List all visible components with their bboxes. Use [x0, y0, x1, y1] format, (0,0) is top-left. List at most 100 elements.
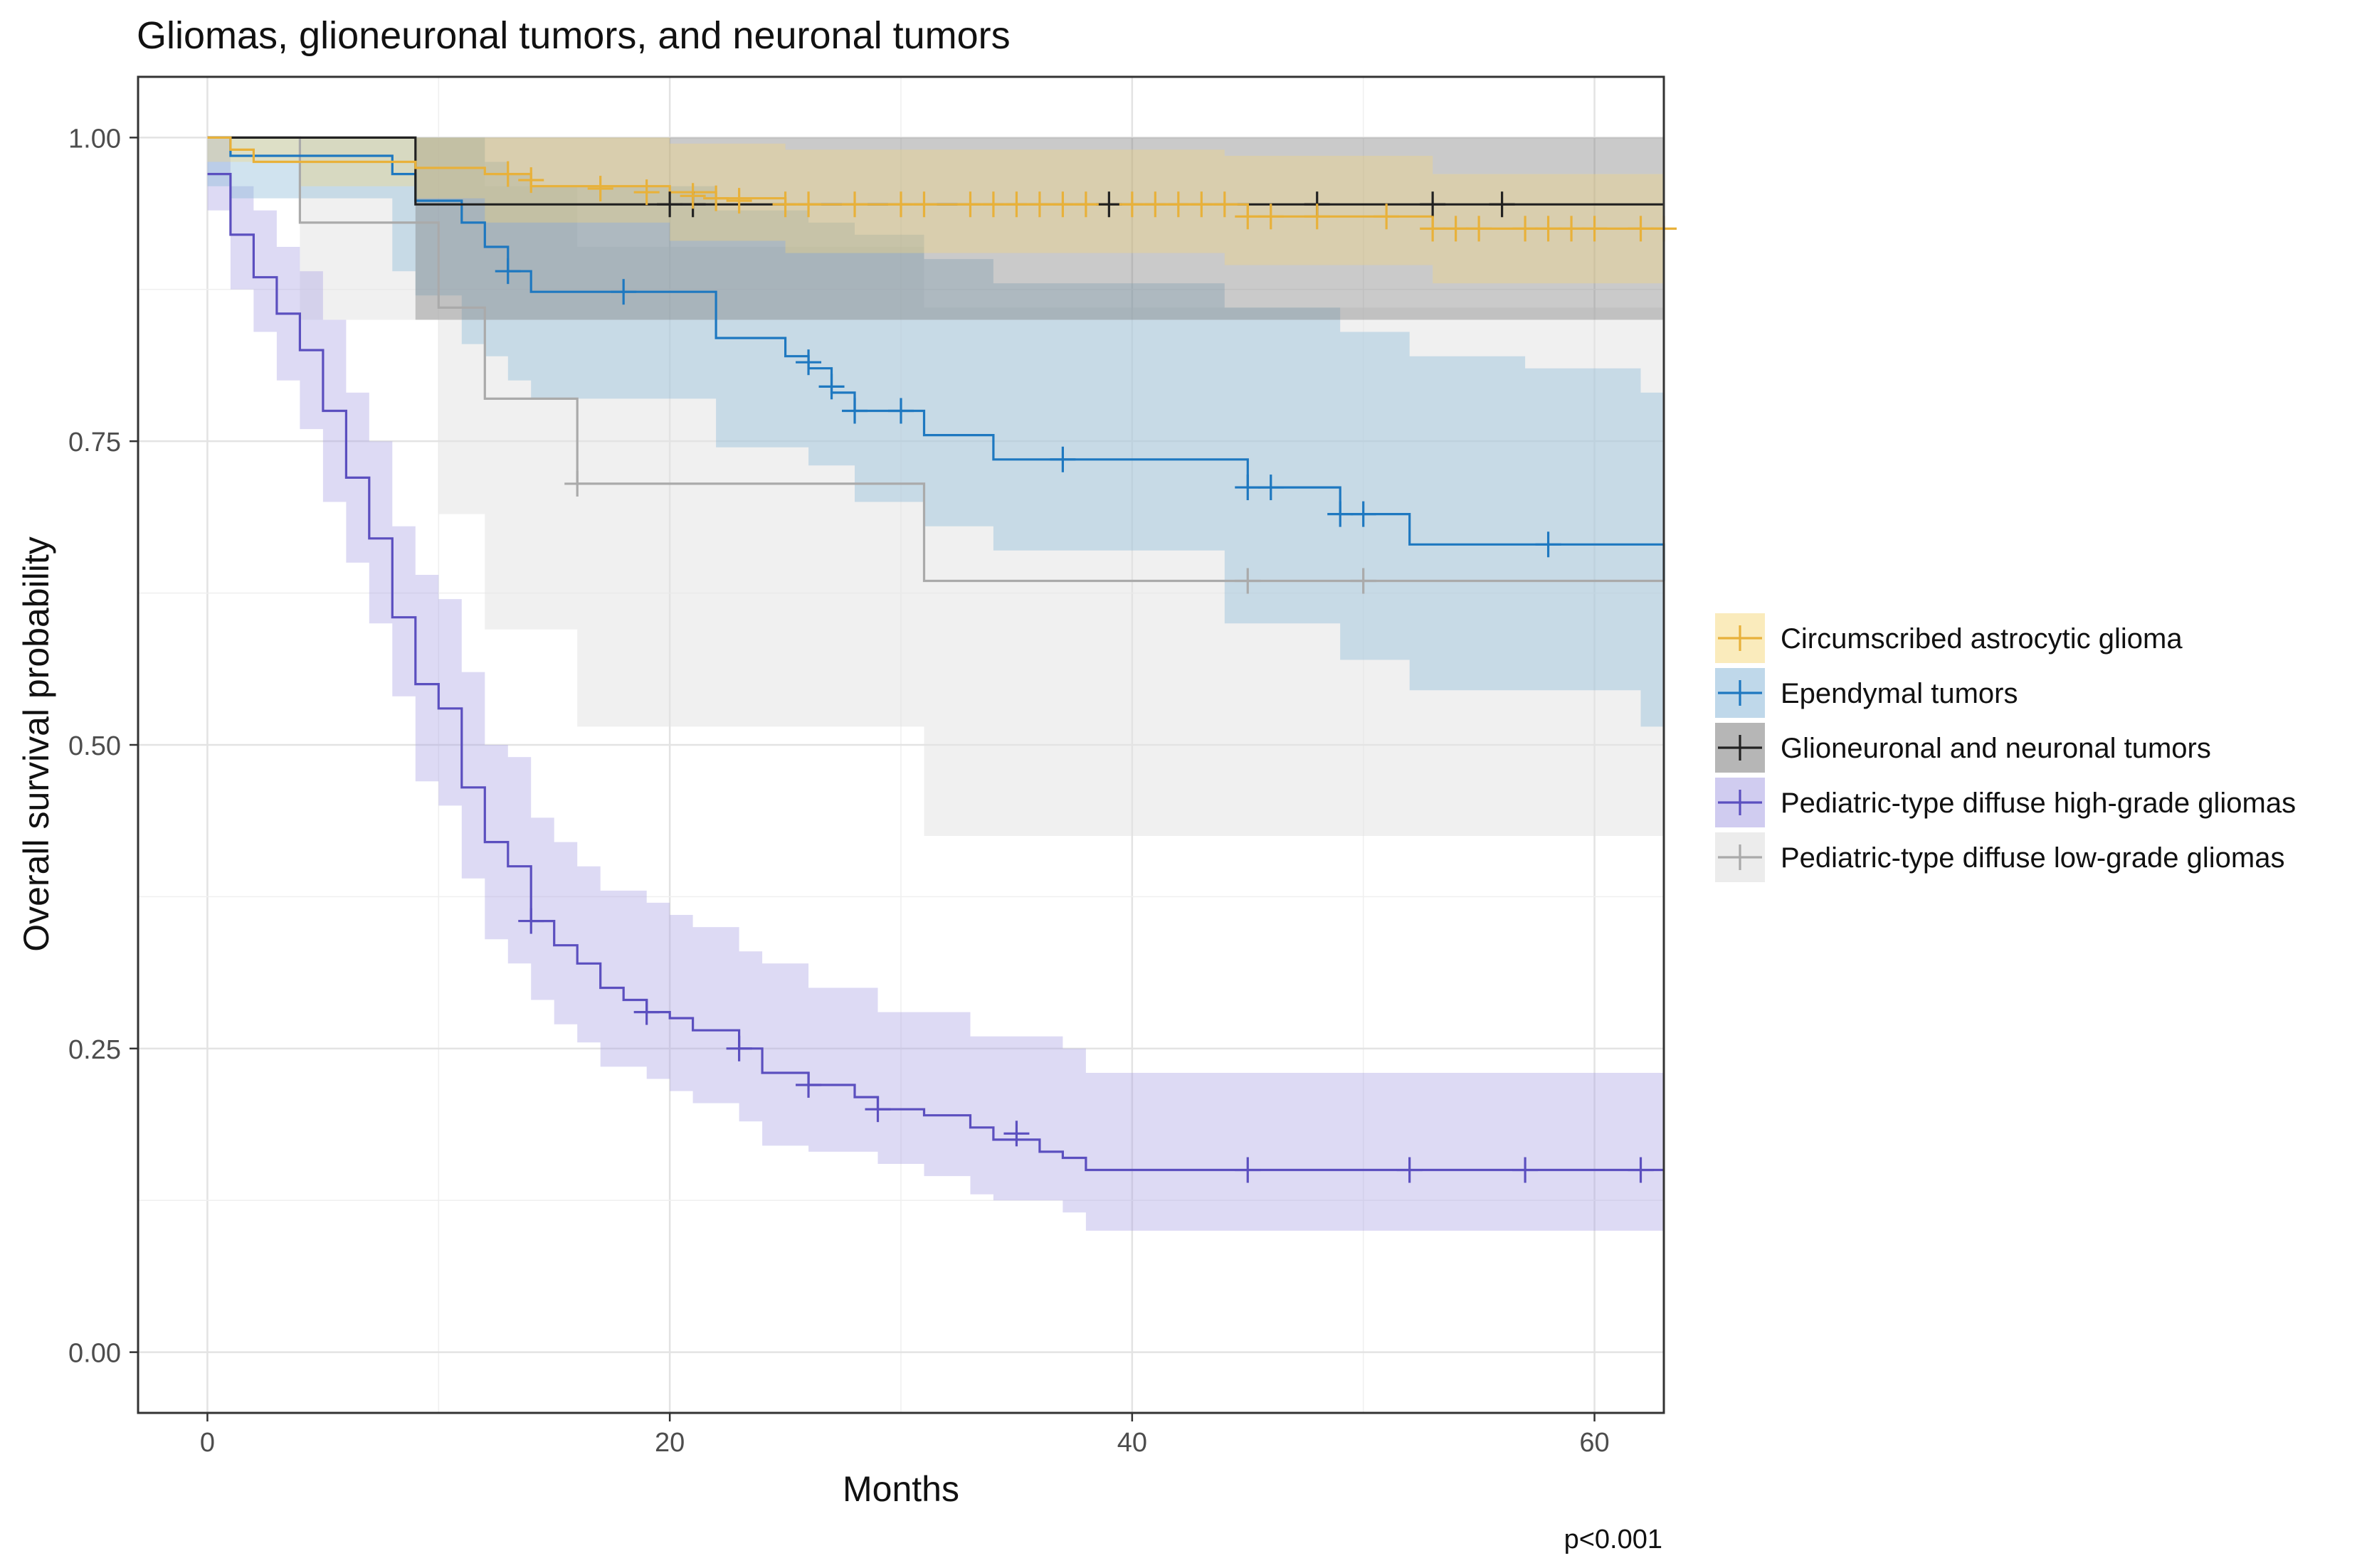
censor-mark-circumscribed-astrocytic-glioma [1373, 203, 1400, 230]
censor-mark-ependymal-tumors [1535, 531, 1561, 558]
censor-mark-circumscribed-astrocytic-glioma [796, 191, 822, 218]
censor-mark-pediatric-type-diffuse-high-grade-gliomas [1512, 1157, 1539, 1183]
censor-mark-circumscribed-astrocytic-glioma [1188, 191, 1215, 218]
censor-mark-circumscribed-astrocytic-glioma [633, 179, 660, 206]
censor-mark-glioneuronal-and-neuronal-tumors [1096, 191, 1122, 218]
censor-mark-ependymal-tumors [796, 349, 822, 376]
censor-mark-ependymal-tumors [1257, 475, 1284, 501]
censor-mark-circumscribed-astrocytic-glioma [1072, 191, 1099, 218]
band-ependymal-tumors [207, 137, 1664, 727]
x-tick-label: 0 [200, 1428, 215, 1458]
legend-label: Pediatric-type diffuse high-grade glioma… [1781, 788, 2296, 819]
censor-mark-circumscribed-astrocytic-glioma [1257, 203, 1284, 230]
legend-label: Pediatric-type diffuse low-grade gliomas [1781, 842, 2285, 874]
y-axis-label: Overall survival probability [16, 536, 56, 952]
legend-label: Circumscribed astrocytic glioma [1781, 623, 2183, 655]
censor-mark-circumscribed-astrocytic-glioma [980, 191, 1006, 218]
censor-mark-pediatric-type-diffuse-high-grade-gliomas [1628, 1157, 1654, 1183]
curve-pediatric-type-diffuse-low-grade-gliomas [207, 136, 1664, 583]
censor-mark-circumscribed-astrocytic-glioma [518, 167, 544, 194]
legend-label: Ependymal tumors [1781, 678, 2018, 709]
legend-item: Pediatric-type diffuse low-grade gliomas [1715, 832, 2285, 882]
censor-mark-circumscribed-astrocytic-glioma [1304, 203, 1330, 230]
censor-mark-circumscribed-astrocytic-glioma [726, 188, 752, 214]
censor-mark-circumscribed-astrocytic-glioma [1165, 191, 1191, 218]
chart-title: Gliomas, glioneuronal tumors, and neuron… [137, 14, 1011, 57]
legend-item: Ependymal tumors [1715, 668, 2018, 718]
band-glioneuronal-and-neuronal-tumors [207, 137, 1664, 320]
censor-mark-circumscribed-astrocytic-glioma [957, 191, 984, 218]
y-tick-label: 0.00 [68, 1339, 121, 1369]
censor-mark-ependymal-tumors [1350, 501, 1376, 527]
censor-mark-circumscribed-astrocytic-glioma [1628, 216, 1654, 242]
censor-mark-pediatric-type-diffuse-low-grade-gliomas [564, 470, 591, 497]
censor-mark-glioneuronal-and-neuronal-tumors [1489, 191, 1515, 218]
censor-mark-circumscribed-astrocytic-glioma [1003, 191, 1030, 218]
censor-mark-pediatric-type-diffuse-high-grade-gliomas [1235, 1157, 1261, 1183]
censor-mark-circumscribed-astrocytic-glioma [1512, 216, 1539, 242]
censor-mark-circumscribed-astrocytic-glioma [842, 191, 868, 218]
censor-mark-ependymal-tumors [888, 398, 914, 424]
y-tick-label: 0.50 [68, 731, 121, 761]
censor-mark-circumscribed-astrocytic-glioma [888, 191, 914, 218]
y-tick-label: 0.75 [68, 428, 121, 457]
legend-label: Glioneuronal and neuronal tumors [1781, 733, 2211, 764]
censor-mark-ependymal-tumors [842, 398, 868, 424]
censor-mark-pediatric-type-diffuse-high-grade-gliomas [726, 1035, 752, 1061]
censor-mark-ependymal-tumors [495, 258, 521, 285]
censor-mark-circumscribed-astrocytic-glioma [680, 183, 706, 209]
x-tick-label: 60 [1579, 1428, 1609, 1458]
x-tick-label: 20 [655, 1428, 685, 1458]
censor-mark-circumscribed-astrocytic-glioma [772, 191, 798, 218]
censor-mark-glioneuronal-and-neuronal-tumors [657, 191, 683, 218]
censor-mark-pediatric-type-diffuse-high-grade-gliomas [1396, 1157, 1423, 1183]
censor-mark-circumscribed-astrocytic-glioma [1581, 216, 1608, 242]
x-tick-label: 40 [1117, 1428, 1147, 1458]
censor-mark-ependymal-tumors [818, 374, 845, 400]
censor-mark-pediatric-type-diffuse-low-grade-gliomas [1235, 568, 1261, 594]
x-axis-ticks: 0 20 40 60 [200, 1413, 1610, 1458]
censor-mark-ependymal-tumors [1327, 501, 1354, 527]
censor-mark-circumscribed-astrocytic-glioma [587, 176, 613, 202]
censor-mark-circumscribed-astrocytic-glioma [1420, 216, 1446, 242]
censor-mark-pediatric-type-diffuse-high-grade-gliomas [865, 1096, 891, 1123]
censor-mark-circumscribed-astrocytic-glioma [1235, 203, 1261, 230]
censor-mark-circumscribed-astrocytic-glioma [1535, 216, 1561, 242]
censor-marks [495, 161, 1677, 1183]
y-tick-label: 1.00 [68, 124, 121, 154]
censor-mark-pediatric-type-diffuse-high-grade-gliomas [633, 999, 660, 1025]
censor-mark-ependymal-tumors [1050, 446, 1076, 472]
band-circumscribed-astrocytic-glioma [207, 137, 1664, 284]
legend-item: Glioneuronal and neuronal tumors [1715, 723, 2211, 773]
censor-mark-glioneuronal-and-neuronal-tumors [1420, 191, 1446, 218]
legend-item: Circumscribed astrocytic glioma [1715, 613, 2183, 663]
censor-mark-circumscribed-astrocytic-glioma [1466, 216, 1492, 242]
censor-mark-circumscribed-astrocytic-glioma [1559, 216, 1585, 242]
band-pediatric-type-diffuse-high-grade-gliomas [207, 137, 1664, 1231]
censor-mark-ependymal-tumors [611, 279, 637, 305]
censor-mark-circumscribed-astrocytic-glioma [1026, 191, 1053, 218]
censor-mark-circumscribed-astrocytic-glioma [1211, 191, 1238, 218]
band-pediatric-type-diffuse-low-grade-gliomas [207, 137, 1664, 836]
censor-mark-circumscribed-astrocytic-glioma [1119, 191, 1145, 218]
censor-mark-circumscribed-astrocytic-glioma [911, 191, 937, 218]
censor-mark-circumscribed-astrocytic-glioma [703, 185, 729, 211]
censor-mark-ependymal-tumors [1235, 475, 1261, 501]
censor-mark-pediatric-type-diffuse-low-grade-gliomas [1350, 568, 1376, 594]
censor-mark-circumscribed-astrocytic-glioma [1443, 216, 1469, 242]
censor-mark-circumscribed-astrocytic-glioma [495, 161, 521, 187]
plot-area [137, 75, 1677, 1414]
confidence-bands [207, 137, 1664, 1231]
p-value-annotation: p<0.001 [1564, 1525, 1662, 1554]
censor-mark-pediatric-type-diffuse-high-grade-gliomas [1003, 1121, 1030, 1147]
legend: Circumscribed astrocytic glioma Ependymal… [1715, 613, 2296, 882]
y-tick-label: 0.25 [68, 1035, 121, 1065]
x-axis-label: Months [843, 1469, 959, 1509]
curve-pediatric-type-diffuse-high-grade-gliomas [207, 173, 1664, 1172]
y-axis-ticks: 0.00 0.25 0.50 0.75 1.00 [68, 124, 138, 1369]
censor-mark-circumscribed-astrocytic-glioma [1142, 191, 1169, 218]
censor-mark-pediatric-type-diffuse-high-grade-gliomas [796, 1072, 822, 1098]
censor-mark-pediatric-type-diffuse-high-grade-gliomas [518, 908, 544, 934]
legend-item: Pediatric-type diffuse high-grade glioma… [1715, 778, 2296, 827]
